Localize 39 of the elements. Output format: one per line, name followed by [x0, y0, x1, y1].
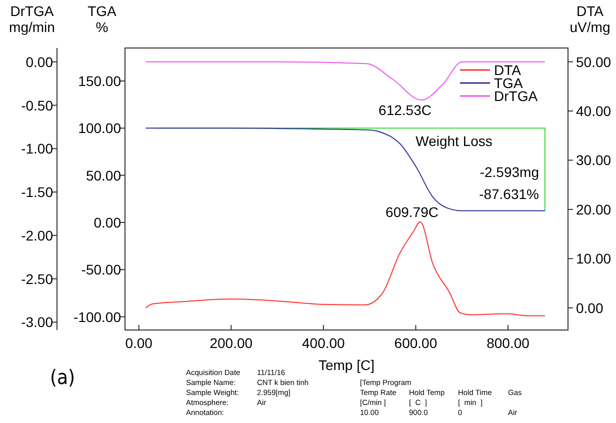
y2-tick-label: 0.00	[576, 300, 604, 316]
text: (a)	[50, 365, 76, 389]
y3-axis-title: DrTGA mg/min	[9, 3, 55, 35]
x-tick-label: 0.00	[125, 335, 153, 351]
y2-tick-label: 40.00	[576, 102, 612, 119]
x-tick-label: 400.00	[302, 335, 346, 351]
legend-label: TGA	[494, 75, 524, 91]
x-tick-label: 600.00	[394, 335, 438, 351]
y-tick-label: 0.00	[94, 214, 122, 230]
y3-tick-label: -2.00	[21, 227, 54, 244]
y2-axis-title: DTA uV/mg	[570, 3, 610, 35]
annotation: 612.53C	[378, 102, 432, 118]
annotation: Weight Loss	[416, 133, 492, 149]
y3-tick-label: -0.50	[21, 97, 54, 114]
y2-tick-label: 50.00	[576, 54, 612, 70]
x-tick-label: 200.00	[210, 335, 253, 351]
y3-tick-label: -3.00	[21, 314, 54, 330]
x-axis-title: Temp [C]	[318, 357, 375, 373]
annotation: -87.631%	[479, 186, 539, 202]
y-axis-title: TGA %	[88, 3, 118, 35]
annotation: -2.593mg	[480, 164, 539, 180]
y-tick-label: -100.00	[74, 308, 122, 325]
annotation: 609.79C	[386, 204, 438, 220]
x-tick-label: 800.00	[486, 335, 530, 351]
line-series	[145, 221, 546, 316]
y-tick-label: -50.00	[81, 262, 122, 278]
y-tick-label: 50.00	[86, 167, 122, 184]
y-tick-label: 100.00	[78, 120, 122, 136]
line-series	[145, 61, 546, 101]
legend-label: DrTGA	[494, 88, 538, 104]
y3-tick-label: -1.50	[21, 184, 54, 200]
y3-tick-label: 0.00	[26, 54, 54, 70]
y2-tick-label: 20.00	[576, 201, 612, 218]
y2-tick-label: 30.00	[576, 152, 612, 168]
legend-label: DTA	[494, 62, 522, 78]
y-tick-label: 150.00	[78, 73, 122, 90]
y3-tick-label: -2.50	[21, 270, 54, 287]
y3-tick-label: -1.00	[21, 140, 54, 157]
y2-tick-label: 10.00	[576, 250, 612, 267]
